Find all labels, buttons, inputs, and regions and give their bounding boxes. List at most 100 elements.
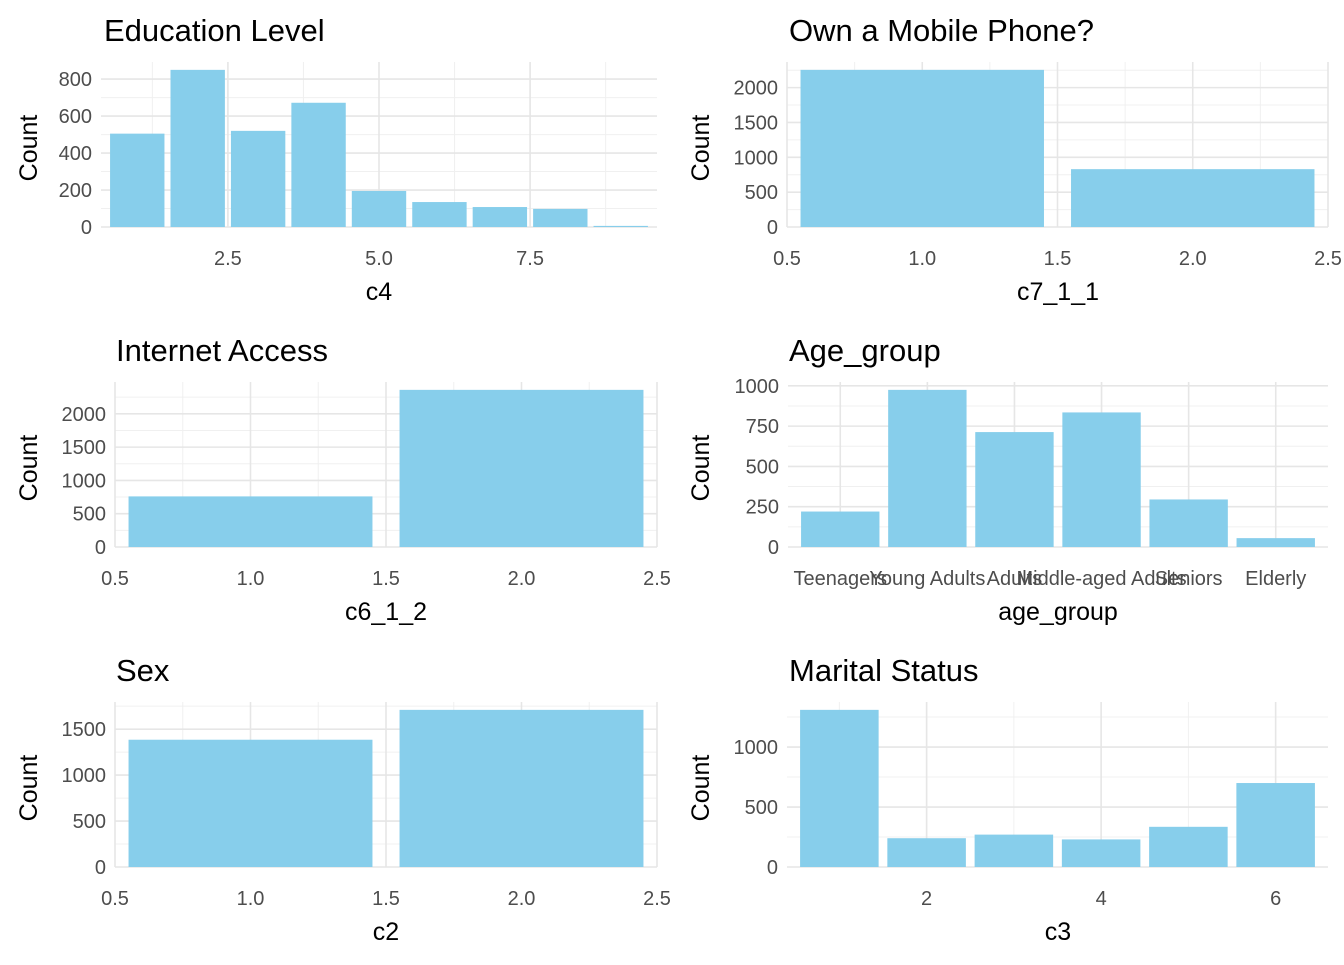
x-tick-label: 1.5 bbox=[372, 568, 400, 590]
y-tick-label: 500 bbox=[745, 182, 778, 204]
y-tick-label: 500 bbox=[73, 504, 106, 526]
x-tick-label: Middle-aged Adults bbox=[1016, 568, 1186, 590]
y-tick-label: 1000 bbox=[62, 765, 107, 787]
bar bbox=[975, 432, 1054, 547]
x-tick-label: 0.5 bbox=[101, 888, 129, 910]
x-tick-label: 2.5 bbox=[1314, 248, 1342, 270]
bar bbox=[399, 389, 644, 547]
panel-title: Age_group bbox=[789, 333, 941, 368]
y-axis-label: Count bbox=[15, 755, 43, 822]
bar bbox=[351, 190, 407, 227]
x-tick-label: 6 bbox=[1270, 888, 1281, 910]
x-axis-label: c7_1_1 bbox=[1017, 278, 1099, 306]
x-axis-label: c3 bbox=[1045, 918, 1071, 946]
y-tick-label: 250 bbox=[746, 497, 779, 519]
x-tick-label: 1.0 bbox=[237, 888, 265, 910]
y-tick-label: 500 bbox=[746, 456, 779, 478]
bar bbox=[1236, 783, 1315, 867]
x-tick-label: Seniors bbox=[1155, 568, 1223, 590]
bar bbox=[887, 838, 966, 867]
x-tick-label: Teenagers bbox=[794, 568, 887, 590]
y-tick-label: 200 bbox=[59, 180, 92, 202]
plot-area: 0 500 1000 1500 0.5 1.0 1.5 2.0 2.5 bbox=[62, 702, 671, 910]
y-tick-label: 0 bbox=[81, 217, 92, 239]
y-tick-label: 0 bbox=[95, 537, 106, 559]
panel-title: Education Level bbox=[104, 13, 325, 48]
x-tick-label: 4 bbox=[1096, 888, 1107, 910]
y-tick-label: 1000 bbox=[734, 147, 779, 169]
y-axis-label: Count bbox=[687, 115, 715, 182]
x-tick-label: 1.0 bbox=[908, 248, 936, 270]
bar bbox=[1062, 412, 1141, 547]
bar bbox=[1149, 499, 1228, 547]
panel-education-level: Education Level c4 Count 0 200 400 600 800 2.… bbox=[15, 13, 657, 306]
x-tick-label: 0.5 bbox=[101, 568, 129, 590]
x-axis-label: c6_1_2 bbox=[345, 598, 427, 626]
x-tick-label: 7.5 bbox=[516, 248, 544, 270]
x-tick-label: 1.0 bbox=[237, 568, 265, 590]
bar bbox=[1236, 538, 1315, 547]
bar bbox=[1061, 839, 1141, 867]
bar bbox=[291, 102, 346, 227]
plot-area: 0 200 400 600 800 2.5 5.0 7.5 bbox=[59, 62, 657, 270]
y-tick-label: 800 bbox=[59, 69, 92, 91]
bar bbox=[472, 207, 528, 227]
x-tick-label: Elderly bbox=[1245, 568, 1306, 590]
y-tick-label: 1000 bbox=[62, 470, 107, 492]
y-tick-label: 0 bbox=[95, 857, 106, 879]
bar bbox=[1071, 169, 1315, 227]
x-tick-label: Young Adults bbox=[869, 568, 985, 590]
y-axis-label: Count bbox=[15, 115, 43, 182]
x-tick-label: 2.5 bbox=[643, 888, 671, 910]
panel-internet-access: Internet Access c6_1_2 Count 0 500 1000 150… bbox=[15, 333, 671, 626]
bar bbox=[800, 709, 879, 867]
x-tick-label: 2.0 bbox=[508, 568, 536, 590]
bar bbox=[230, 130, 286, 227]
plot-area: 0 500 1000 1500 2000 0.5 1.0 1.5 2.0 2.5 bbox=[62, 382, 671, 590]
y-axis-label: Count bbox=[687, 755, 715, 822]
bar bbox=[412, 202, 467, 227]
x-tick-label: 1.5 bbox=[372, 888, 400, 910]
y-tick-label: 1000 bbox=[734, 737, 779, 759]
y-tick-label: 2000 bbox=[734, 78, 779, 100]
x-tick-label: 2.5 bbox=[214, 248, 242, 270]
y-axis-label: Count bbox=[15, 435, 43, 502]
y-tick-label: 2000 bbox=[62, 404, 107, 426]
panel-own-mobile-phone: Own a Mobile Phone? c7_1_1 Count 0 500 100… bbox=[687, 13, 1342, 306]
plot-area: 0 500 1000 2 4 6 bbox=[734, 702, 1328, 910]
panel-title: Internet Access bbox=[116, 333, 328, 368]
panel-age-group: Age_group age_group Count 0 250 500 750 1000… bbox=[687, 333, 1328, 626]
x-tick-label: Adults bbox=[987, 568, 1043, 590]
x-tick-label: 1.5 bbox=[1044, 248, 1072, 270]
bar bbox=[974, 834, 1054, 867]
bar bbox=[128, 739, 373, 867]
panel-title: Own a Mobile Phone? bbox=[789, 13, 1094, 48]
y-axis-label: Count bbox=[687, 435, 715, 502]
bar bbox=[110, 133, 165, 227]
bar bbox=[170, 69, 225, 227]
plot-area: 0 500 1000 1500 2000 0.5 1.0 1.5 2.0 2.5 bbox=[734, 62, 1342, 270]
x-tick-label: 2 bbox=[921, 888, 932, 910]
bar bbox=[1149, 826, 1228, 867]
y-tick-label: 0 bbox=[767, 217, 778, 239]
x-tick-label: 5.0 bbox=[365, 248, 393, 270]
y-tick-label: 0 bbox=[767, 857, 778, 879]
y-tick-label: 600 bbox=[59, 106, 92, 128]
bar bbox=[399, 709, 644, 867]
y-tick-label: 1500 bbox=[734, 112, 779, 134]
bar bbox=[888, 389, 967, 547]
y-tick-label: 750 bbox=[746, 416, 779, 438]
bar bbox=[533, 208, 588, 227]
y-tick-label: 500 bbox=[73, 811, 106, 833]
y-tick-label: 400 bbox=[59, 143, 92, 165]
x-axis-label: c4 bbox=[366, 278, 393, 306]
bar bbox=[801, 511, 880, 547]
x-tick-label: 2.5 bbox=[643, 568, 671, 590]
y-tick-label: 0 bbox=[768, 537, 779, 559]
y-tick-label: 1000 bbox=[735, 376, 780, 398]
panel-marital-status: Marital Status c3 Count 0 500 1000 2 4 6 bbox=[687, 653, 1328, 946]
y-tick-label: 1500 bbox=[62, 719, 107, 741]
